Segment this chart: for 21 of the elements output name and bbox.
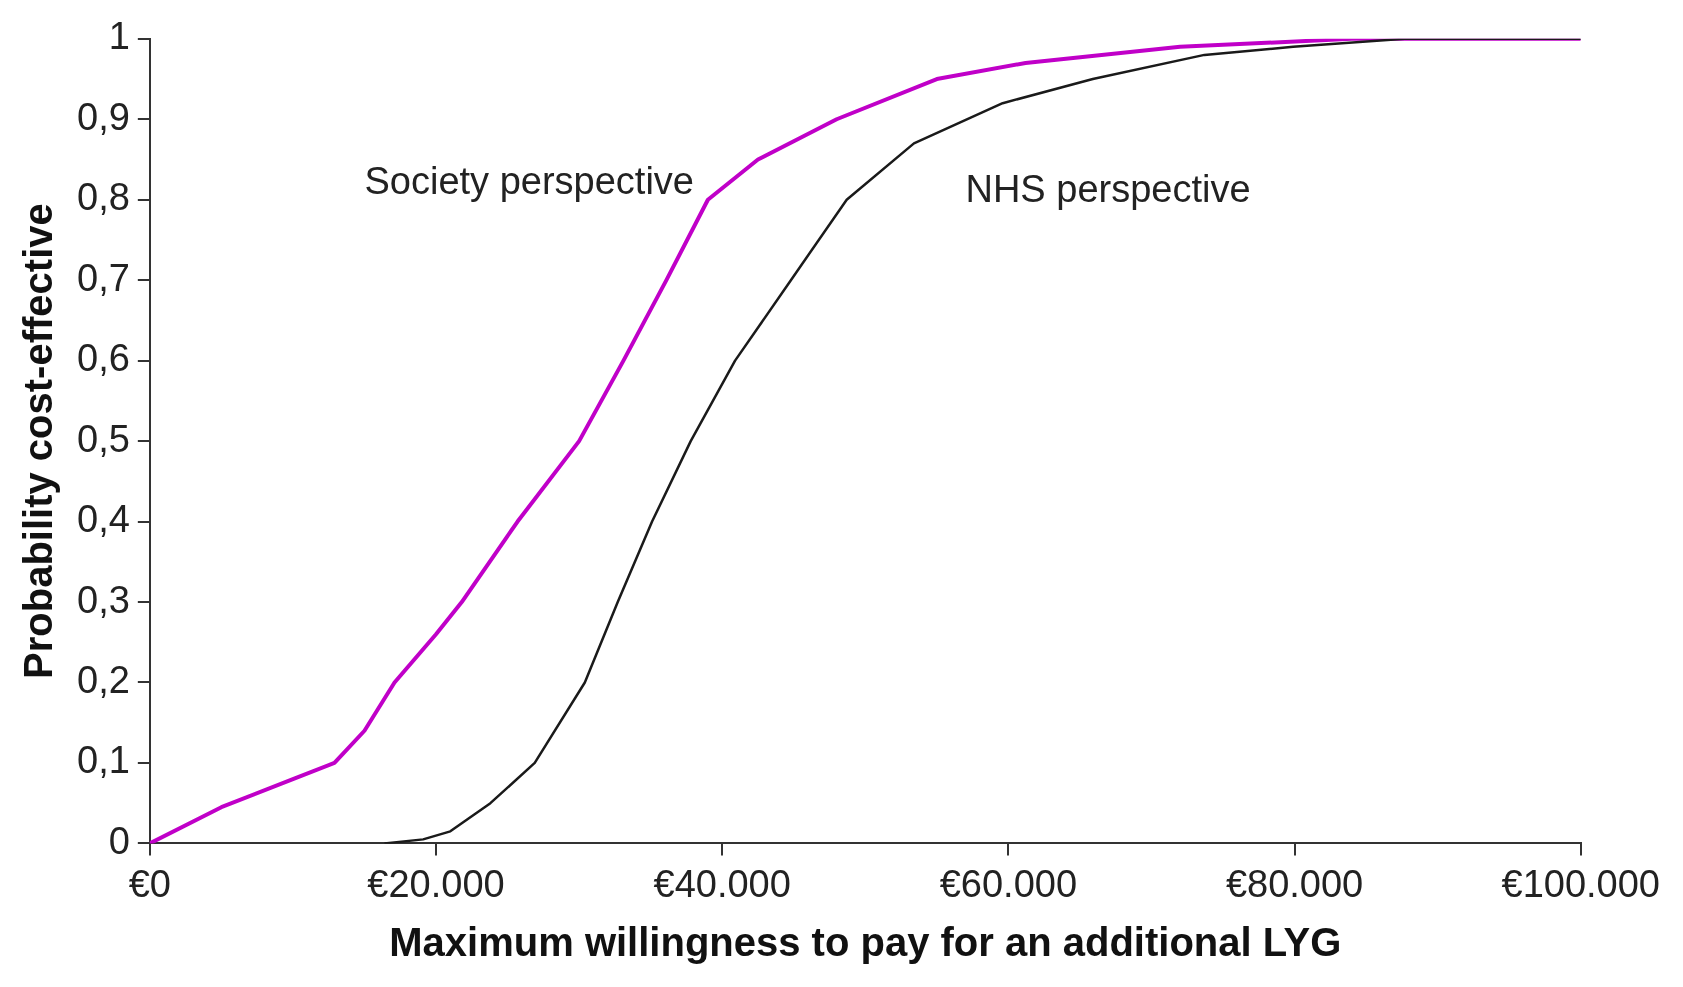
x-tick-label: €60.000 [939, 862, 1078, 905]
y-tick-label: 0,1 [77, 739, 130, 782]
y-tick-label: 0,9 [77, 95, 130, 138]
x-axis-title: Maximum willingness to pay for an additional LYG [389, 920, 1342, 965]
y-tick-label: 0 [108, 819, 130, 862]
x-tick-label: €20.000 [367, 862, 505, 905]
x-tick-label: €80.000 [1225, 862, 1364, 905]
y-tick-label: 0,3 [77, 578, 130, 621]
y-axis-title: Probability cost-effective [16, 203, 61, 679]
y-tick-label: 0,4 [77, 498, 130, 541]
series-label: Society perspective [364, 160, 694, 203]
x-tick-label: €0 [128, 862, 171, 905]
y-tick-label: 0,7 [77, 256, 130, 299]
series-label: NHS perspective [965, 168, 1251, 211]
x-tick-label: €40.000 [653, 862, 791, 905]
y-tick-label: 0,6 [77, 337, 130, 380]
y-tick-label: 0,2 [77, 658, 130, 701]
y-tick-label: 1 [108, 15, 130, 58]
x-tick-label: €100.000 [1501, 862, 1660, 905]
y-tick-label: 0,8 [77, 176, 130, 219]
y-tick-label: 0,5 [77, 417, 130, 460]
